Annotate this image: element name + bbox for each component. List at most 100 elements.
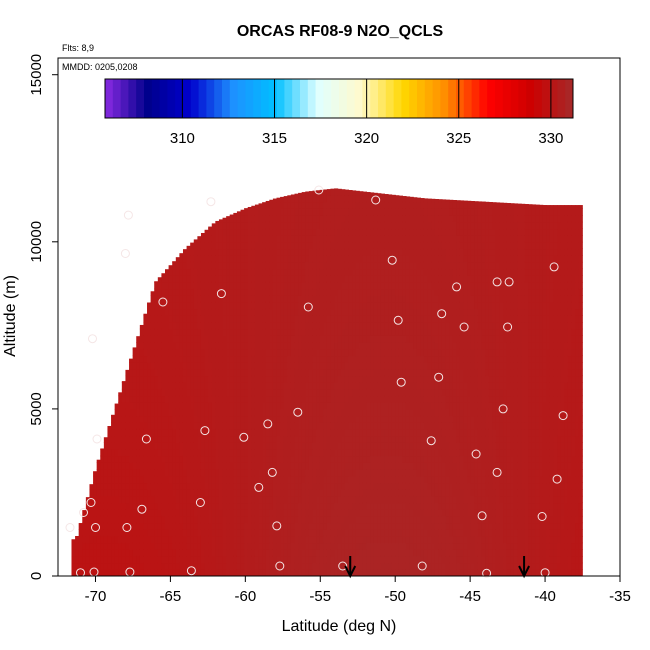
heat-cell [251,569,256,576]
heat-cell [341,355,346,363]
heat-cell [416,469,421,477]
heat-cell [262,435,267,443]
heat-cell [157,308,163,316]
heat-cell [93,569,98,576]
heat-cell [370,342,375,350]
heat-cell [423,408,429,417]
heat-cell [409,522,414,530]
heat-cell [150,342,155,350]
heat-cell [319,288,324,296]
heat-cell [240,221,245,230]
heat-cell [276,449,281,457]
heat-cell [355,215,360,223]
heat-cell [132,569,137,576]
heat-cell [366,395,371,403]
heat-cell [226,362,231,370]
heat-cell [78,529,83,537]
heat-cell [89,562,94,570]
heat-cell [276,502,281,510]
heat-cell [179,475,184,484]
heat-cell [377,562,382,570]
heat-cell [434,449,439,457]
heat-cell [168,428,173,437]
heat-cell [197,535,202,544]
heat-cell [416,201,421,209]
heat-cell [305,221,310,230]
heat-cell [229,255,234,263]
heat-cell [215,241,220,250]
heat-cell [197,295,202,303]
heat-cell [431,415,436,423]
heat-cell [262,388,267,397]
heat-cell [398,315,403,323]
heat-cell [341,375,346,383]
heat-cell [89,489,94,497]
heat-cell [294,301,299,310]
heat-cell [200,261,206,270]
heat-cell [254,215,260,223]
heat-cell [272,422,278,430]
heat-cell [373,502,378,510]
heat-cell [420,442,425,450]
heat-cell [254,261,260,270]
heat-cell [179,489,184,497]
heat-cell [405,562,411,570]
heat-cell [305,415,310,423]
heat-cell [276,569,281,576]
heat-cell [301,192,306,196]
heat-cell [251,342,256,350]
heat-cell [312,542,317,550]
heat-cell [265,502,270,510]
heat-cell [218,449,224,457]
heat-cell [218,328,224,336]
heat-cell [244,415,249,423]
heat-cell [287,268,292,276]
heat-cell [175,328,180,336]
heat-cell [244,355,249,363]
heat-cell [405,201,411,209]
heat-cell [226,475,231,484]
heat-cell [96,502,101,510]
heat-cell [301,382,306,390]
heat-cell [269,482,274,490]
heat-cell [427,221,432,230]
heat-cell [373,335,378,343]
heat-cell [258,261,263,270]
heat-cell [298,489,303,497]
heat-cell [247,555,252,564]
heat-cell [247,275,252,283]
heat-cell [348,322,353,330]
heat-cell [280,201,285,209]
heat-cell [154,301,159,310]
heat-cell [179,395,184,403]
heat-cell [388,415,393,423]
heat-cell [168,348,173,357]
heat-cell [287,295,292,303]
heat-cell [398,275,403,283]
heat-cell [150,402,155,410]
heat-cell [236,228,242,236]
heat-cell [200,435,206,443]
heat-cell [362,235,368,243]
heat-cell [89,529,94,537]
heat-cell [143,322,148,330]
heat-cell [366,355,371,363]
heat-cell [319,342,324,350]
heat-cell [240,489,245,497]
heat-cell [402,475,407,484]
heat-cell [139,549,145,557]
heat-cell [150,549,155,557]
heat-cell [438,221,443,230]
heat-cell [204,248,209,256]
heat-cell [258,449,263,457]
heat-cell [373,449,378,457]
heat-cell [388,435,393,443]
heat-cell [312,301,317,310]
heat-cell [182,455,188,463]
heat-cell [323,509,328,517]
heat-cell [341,368,346,377]
heat-cell [139,455,145,463]
heat-cell [319,475,324,484]
heat-cell [204,335,209,343]
heat-cell [229,435,234,443]
